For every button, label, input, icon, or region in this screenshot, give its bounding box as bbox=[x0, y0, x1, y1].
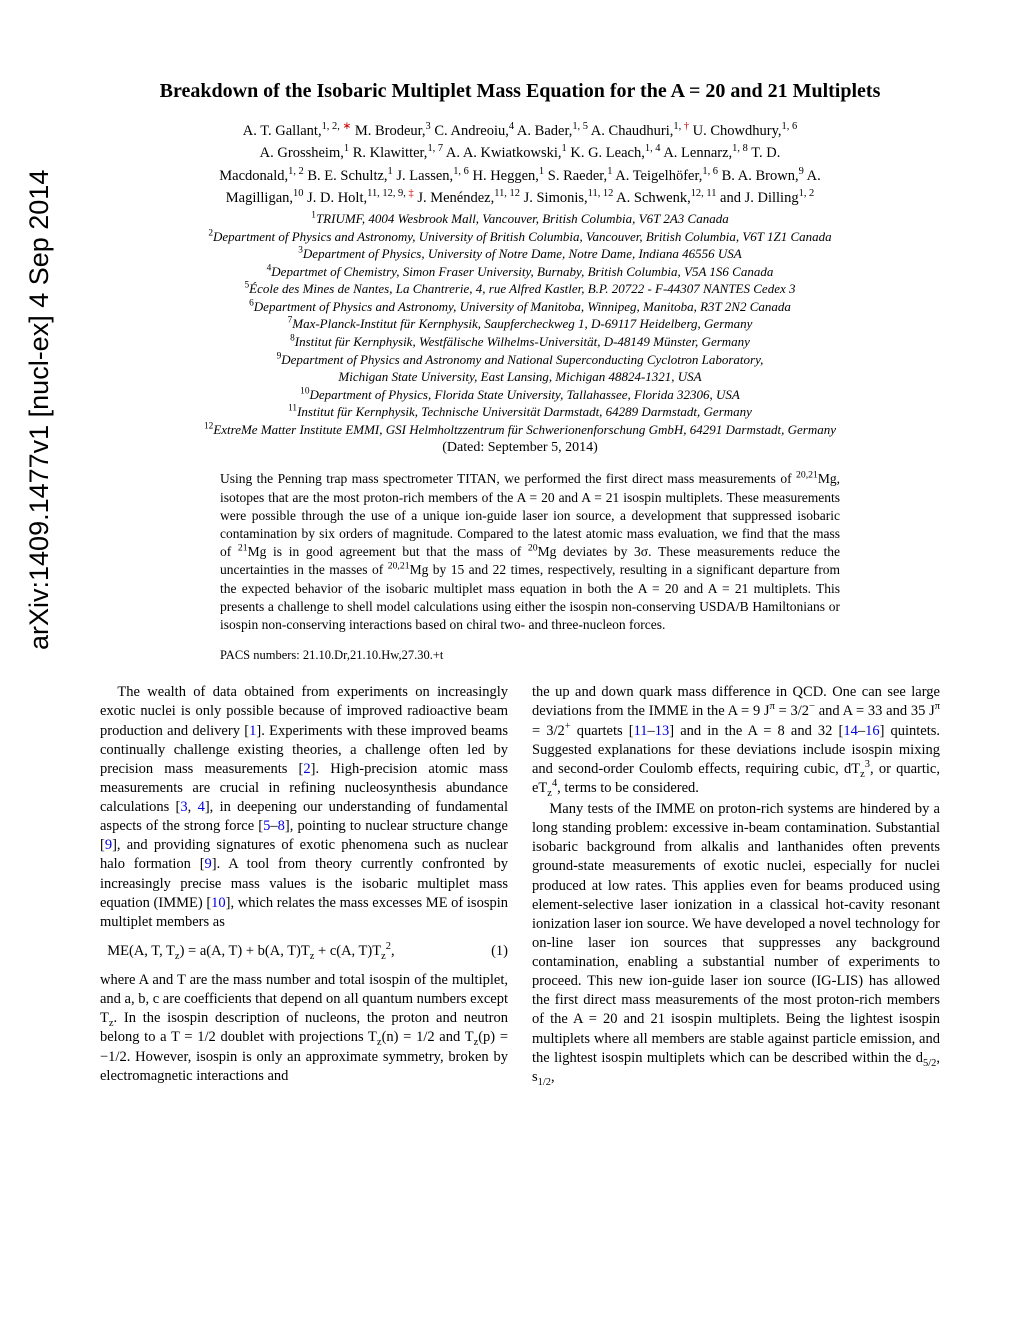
body-paragraph: where A and T are the mass number and to… bbox=[100, 971, 508, 1086]
authors-line-4: Magilligan,10 J. D. Holt,11, 12, 9, ‡ J.… bbox=[100, 188, 940, 208]
pacs: PACS numbers: 21.10.Dr,21.10.Hw,27.30.+t bbox=[220, 648, 960, 663]
dated: (Dated: September 5, 2014) bbox=[100, 440, 940, 456]
affiliations: 1TRIUMF, 4004 Wesbrook Mall, Vancouver, … bbox=[100, 210, 940, 438]
equation-number: (1) bbox=[491, 942, 508, 961]
equation-1: ME(A, T, Tz) = a(A, T) + b(A, T)Tz + c(A… bbox=[100, 942, 508, 961]
abstract: Using the Penning trap mass spectrometer… bbox=[220, 470, 840, 634]
authors-line-3: Macdonald,1, 2 B. E. Schultz,1 J. Lassen… bbox=[100, 166, 940, 186]
body-paragraph: the up and down quark mass difference in… bbox=[532, 683, 940, 798]
paper-title: Breakdown of the Isobaric Multiplet Mass… bbox=[100, 80, 940, 103]
body-columns: The wealth of data obtained from experim… bbox=[100, 683, 940, 1088]
body-paragraph: Many tests of the IMME on proton-rich sy… bbox=[532, 800, 940, 1087]
arxiv-id: arXiv:1409.1477v1 [nucl-ex] 4 Sep 2014 bbox=[24, 170, 55, 650]
authors-line-1: A. T. Gallant,1, 2, ∗ M. Brodeur,3 C. An… bbox=[100, 121, 940, 141]
authors-line-2: A. Grossheim,1 R. Klawitter,1, 7 A. A. K… bbox=[100, 143, 940, 163]
body-paragraph: The wealth of data obtained from experim… bbox=[100, 683, 508, 932]
